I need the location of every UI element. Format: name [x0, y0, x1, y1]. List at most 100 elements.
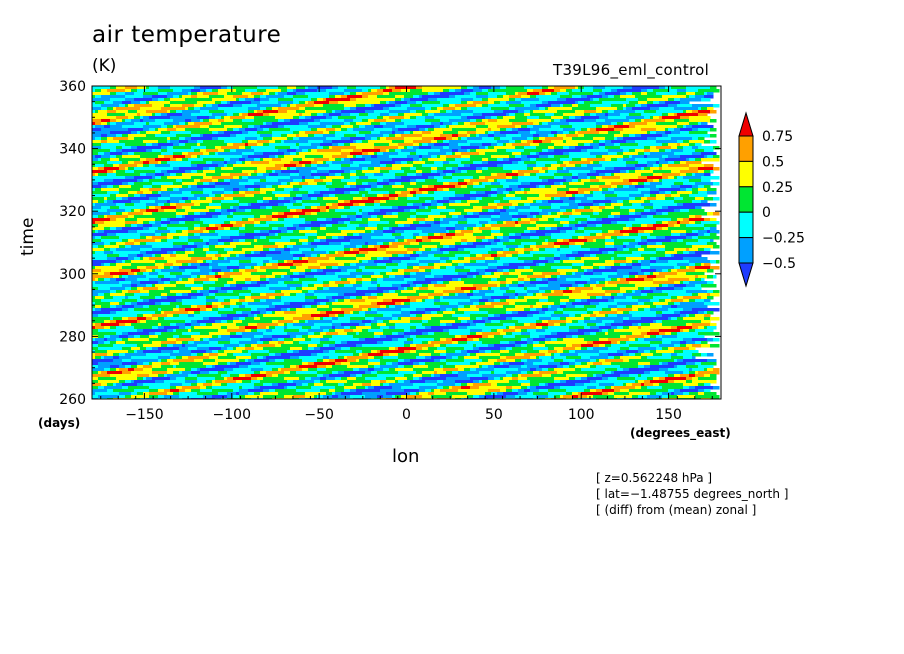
heatmap-band	[191, 323, 201, 327]
heatmap-band	[128, 275, 147, 279]
heatmap-band	[677, 203, 684, 207]
heatmap-band	[392, 317, 399, 321]
heatmap-band	[653, 215, 690, 219]
heatmap-band	[497, 116, 504, 120]
heatmap-band	[653, 230, 672, 234]
heatmap-band	[218, 335, 222, 339]
heatmap-band	[605, 284, 618, 288]
heatmap-band	[404, 98, 411, 102]
heatmap-band	[677, 113, 699, 117]
heatmap-band	[512, 170, 519, 174]
heatmap-band	[308, 140, 324, 144]
heatmap-band	[638, 275, 648, 279]
heatmap-band	[449, 182, 459, 186]
heatmap-band	[509, 284, 519, 288]
heatmap-band	[176, 329, 189, 333]
heatmap-band	[488, 95, 498, 99]
heatmap-band	[467, 275, 474, 279]
heatmap-band	[644, 206, 654, 210]
heatmap-band	[455, 230, 462, 234]
heatmap-band	[440, 218, 444, 222]
heatmap-band	[617, 89, 642, 93]
heatmap-band	[290, 173, 300, 177]
heatmap-band	[455, 245, 477, 249]
heatmap-band	[134, 209, 141, 213]
heatmap-band	[173, 125, 177, 129]
heatmap-band	[647, 224, 654, 228]
heatmap-band	[692, 104, 714, 108]
heatmap-band	[110, 293, 126, 297]
heatmap-band	[482, 113, 507, 117]
heatmap-band	[419, 158, 423, 162]
heatmap-band	[110, 227, 117, 231]
heatmap-band	[299, 113, 303, 117]
heatmap-band	[125, 224, 132, 228]
heatmap-band	[389, 149, 396, 153]
heatmap-band	[92, 101, 96, 105]
heatmap-band	[155, 263, 165, 267]
heatmap-band	[287, 137, 294, 141]
heatmap-band	[494, 272, 504, 276]
heatmap-band	[146, 158, 156, 162]
heatmap-band	[113, 344, 138, 348]
heatmap-band	[497, 251, 504, 255]
heatmap-band	[200, 275, 207, 279]
heatmap-band	[341, 173, 351, 177]
heatmap-band	[626, 92, 633, 96]
heatmap-band	[626, 305, 633, 309]
heatmap-band	[203, 284, 225, 288]
heatmap-band	[407, 107, 426, 111]
heatmap-band	[293, 116, 300, 120]
heatmap-band	[308, 329, 324, 333]
heatmap-band	[422, 113, 429, 117]
heatmap-band	[293, 131, 300, 135]
heatmap-band	[623, 248, 630, 252]
heatmap-band	[104, 278, 111, 282]
heatmap-band	[182, 332, 201, 336]
heatmap-band	[428, 113, 435, 117]
heatmap-band	[203, 176, 213, 180]
heatmap-band	[692, 308, 720, 312]
heatmap-band	[635, 95, 663, 99]
heatmap-band	[530, 173, 537, 177]
heatmap-band	[416, 236, 423, 240]
heatmap-band	[485, 236, 495, 240]
heatmap-band	[236, 221, 255, 225]
heatmap-band	[458, 215, 465, 219]
heatmap-band	[380, 113, 390, 117]
heatmap-band	[203, 152, 210, 156]
heatmap-band	[332, 317, 339, 321]
heatmap-band	[314, 323, 333, 327]
heatmap-band	[599, 266, 606, 270]
heatmap-band	[455, 200, 462, 204]
heatmap-band	[329, 146, 333, 150]
heatmap-band	[368, 152, 375, 156]
heatmap-band	[569, 296, 591, 300]
heatmap-band	[503, 167, 528, 171]
heatmap-band	[638, 152, 645, 156]
heatmap-band	[302, 242, 309, 246]
heatmap-band	[458, 278, 462, 282]
heatmap-band	[539, 341, 546, 345]
heatmap-band	[278, 110, 288, 114]
heatmap-band	[563, 200, 576, 204]
heatmap-band	[596, 317, 624, 321]
heatmap-band	[692, 128, 699, 132]
heatmap-band	[629, 212, 636, 216]
heatmap-band	[599, 206, 606, 210]
heatmap-band	[251, 338, 261, 342]
heatmap-band	[146, 209, 159, 213]
heatmap-band	[260, 293, 267, 297]
heatmap-band	[446, 233, 456, 237]
heatmap-band	[470, 290, 474, 294]
heatmap-band	[389, 182, 396, 186]
heatmap-band	[224, 221, 231, 225]
heatmap-band	[422, 332, 429, 336]
heatmap-band	[605, 119, 630, 123]
heatmap-band	[524, 113, 531, 117]
heatmap-band	[242, 272, 252, 276]
heatmap-band	[356, 281, 363, 285]
heatmap-band	[515, 194, 540, 198]
heatmap-band	[92, 209, 108, 213]
heatmap-band	[524, 149, 543, 153]
